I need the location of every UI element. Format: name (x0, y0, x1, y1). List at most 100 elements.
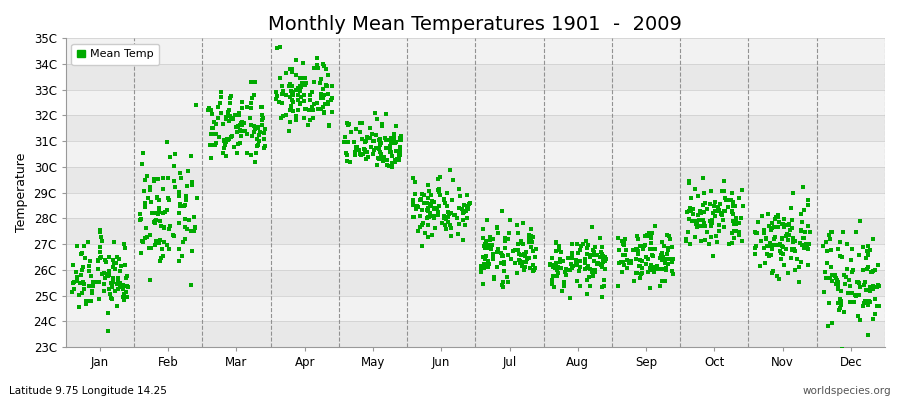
Point (340, 122, 355, 128)
Point (407, 214, 421, 220)
Point (446, 177, 460, 183)
Point (152, 257, 166, 264)
Point (831, 279, 845, 285)
Point (644, 230, 659, 236)
Point (297, 98, 311, 105)
Point (283, 94, 297, 100)
Point (313, 91, 328, 97)
Point (94, 254, 108, 261)
Point (233, 126, 248, 133)
Point (840, 241, 854, 248)
Point (475, 226, 490, 232)
Point (595, 294, 609, 300)
Point (353, 150, 367, 157)
Point (138, 177, 152, 183)
Point (161, 174, 176, 181)
Point (240, 150, 255, 156)
Point (697, 209, 711, 215)
Point (755, 212, 770, 219)
Point (108, 288, 122, 294)
Point (490, 224, 504, 230)
Point (635, 246, 650, 252)
Point (282, 82, 296, 89)
Point (161, 245, 176, 252)
Point (518, 253, 532, 260)
Point (698, 236, 712, 243)
Point (570, 278, 584, 284)
Point (771, 214, 786, 220)
Point (285, 90, 300, 96)
Point (862, 288, 877, 294)
Point (222, 106, 237, 113)
Point (233, 122, 248, 128)
Point (76, 242, 91, 249)
Point (729, 218, 743, 224)
Point (256, 115, 270, 122)
Point (860, 255, 874, 261)
Point (785, 246, 799, 252)
Point (860, 248, 875, 254)
Point (298, 75, 312, 82)
Point (231, 141, 246, 148)
Point (680, 209, 695, 216)
Point (430, 212, 445, 218)
Point (508, 247, 522, 253)
Point (138, 203, 152, 210)
Point (509, 270, 524, 276)
Point (220, 153, 234, 160)
Point (643, 246, 657, 252)
Point (322, 122, 337, 129)
Point (597, 277, 611, 284)
Point (830, 276, 844, 283)
Point (172, 170, 186, 176)
Point (711, 208, 725, 214)
Point (374, 140, 388, 146)
Point (456, 202, 471, 208)
Point (150, 209, 165, 216)
Point (696, 175, 710, 181)
Point (224, 133, 238, 140)
Point (406, 214, 420, 221)
Point (786, 225, 800, 232)
Point (832, 253, 847, 260)
Point (711, 207, 725, 213)
Point (386, 135, 400, 141)
Point (143, 186, 157, 193)
Point (152, 197, 166, 203)
Point (295, 80, 310, 87)
Point (245, 95, 259, 102)
Point (716, 208, 731, 214)
Point (573, 247, 588, 253)
Point (452, 221, 466, 227)
Point (544, 255, 559, 262)
Point (275, 88, 290, 95)
Point (442, 211, 456, 218)
Point (155, 246, 169, 252)
Point (851, 313, 866, 320)
Point (516, 241, 530, 247)
Point (182, 216, 196, 223)
Point (232, 110, 247, 116)
Point (557, 279, 572, 285)
Point (584, 251, 598, 258)
Point (776, 251, 790, 257)
Point (848, 292, 862, 298)
Point (598, 256, 613, 262)
Point (861, 250, 876, 257)
Point (483, 237, 498, 243)
Point (347, 148, 362, 155)
Point (495, 284, 509, 290)
Point (775, 235, 789, 242)
Point (490, 248, 504, 255)
Point (174, 175, 188, 182)
Point (750, 230, 764, 236)
Point (101, 310, 115, 316)
Point (256, 130, 271, 136)
Point (233, 140, 248, 146)
Point (850, 279, 865, 285)
Point (510, 240, 525, 247)
Point (244, 100, 258, 106)
Point (870, 284, 885, 290)
Point (218, 142, 232, 148)
Point (371, 155, 385, 162)
